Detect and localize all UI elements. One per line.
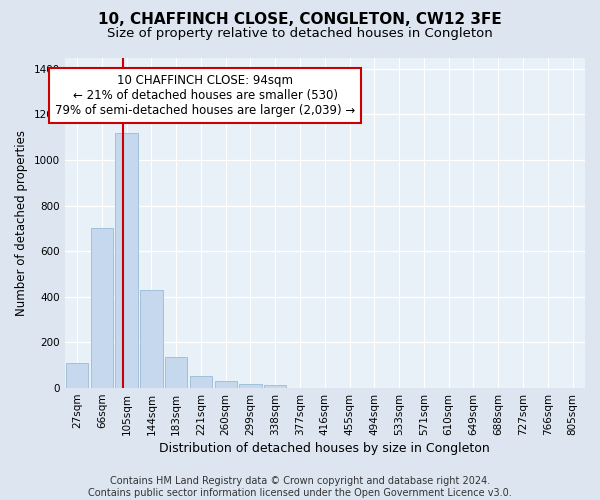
Text: Contains HM Land Registry data © Crown copyright and database right 2024.
Contai: Contains HM Land Registry data © Crown c…	[88, 476, 512, 498]
Bar	[140, 290, 163, 388]
Bar	[264, 386, 286, 388]
Bar	[165, 358, 187, 388]
Text: 10, CHAFFINCH CLOSE, CONGLETON, CW12 3FE: 10, CHAFFINCH CLOSE, CONGLETON, CW12 3FE	[98, 12, 502, 28]
Bar	[190, 376, 212, 388]
Text: 10 CHAFFINCH CLOSE: 94sqm
← 21% of detached houses are smaller (530)
79% of semi: 10 CHAFFINCH CLOSE: 94sqm ← 21% of detac…	[55, 74, 355, 117]
Bar	[66, 363, 88, 388]
Bar	[115, 132, 138, 388]
Bar	[91, 228, 113, 388]
Bar	[239, 384, 262, 388]
Bar	[215, 381, 237, 388]
Text: Size of property relative to detached houses in Congleton: Size of property relative to detached ho…	[107, 28, 493, 40]
X-axis label: Distribution of detached houses by size in Congleton: Distribution of detached houses by size …	[160, 442, 490, 455]
Y-axis label: Number of detached properties: Number of detached properties	[15, 130, 28, 316]
